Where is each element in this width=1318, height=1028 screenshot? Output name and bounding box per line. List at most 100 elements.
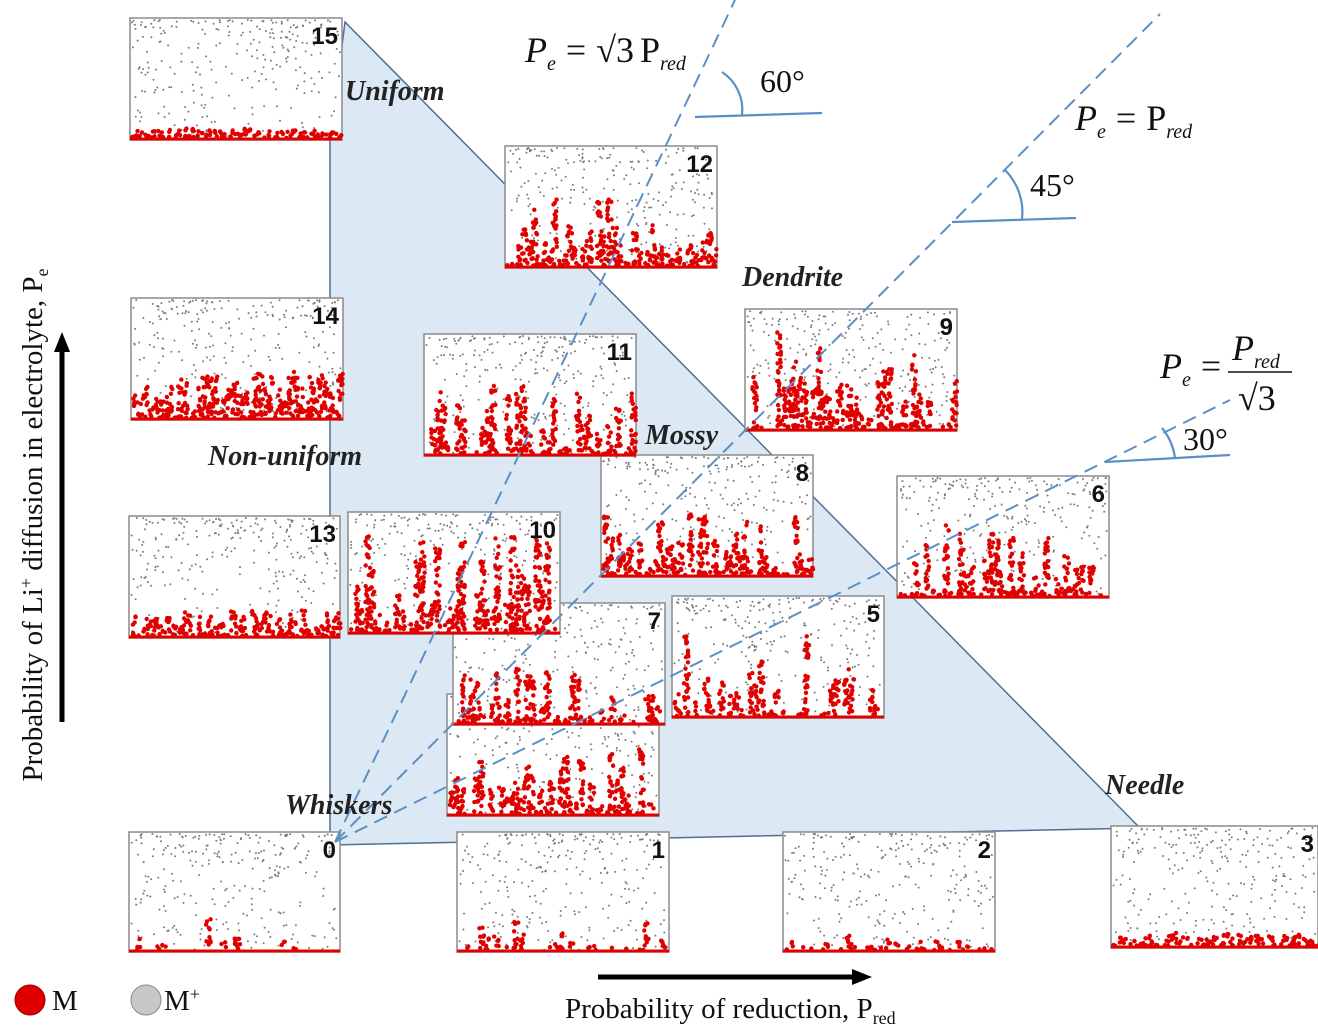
- ion-dot: [859, 376, 861, 378]
- metal-dot: [993, 583, 997, 587]
- ion-dot: [968, 498, 970, 500]
- ion-dot: [883, 940, 885, 942]
- ion-dot: [964, 837, 966, 839]
- ion-dot: [794, 317, 796, 319]
- ion-dot: [1198, 872, 1200, 874]
- ion-dot: [924, 343, 926, 345]
- ion-dot: [1193, 931, 1195, 933]
- ion-dot: [584, 852, 586, 854]
- ion-dot: [652, 467, 654, 469]
- ion-dot: [327, 946, 329, 948]
- ion-dot: [1106, 530, 1108, 532]
- ion-dot: [675, 520, 677, 522]
- metal-dot: [761, 704, 765, 708]
- ion-dot: [660, 866, 662, 868]
- ion-dot: [750, 344, 752, 346]
- metal-dot: [532, 707, 536, 711]
- ion-dot: [859, 328, 861, 330]
- metal-dot: [548, 689, 552, 693]
- ion-dot: [652, 648, 654, 650]
- ion-dot: [711, 489, 713, 491]
- ion-dot: [975, 871, 977, 873]
- ion-dot: [547, 930, 549, 932]
- ion-dot: [742, 519, 744, 521]
- ion-dot: [608, 504, 610, 506]
- metal-dot: [882, 404, 886, 408]
- metal-dot: [703, 533, 707, 537]
- ion-dot: [612, 833, 614, 835]
- ion-dot: [601, 605, 603, 607]
- ion-dot: [677, 622, 679, 624]
- ion-dot: [708, 610, 710, 612]
- ion-dot: [548, 799, 550, 801]
- ion-dot: [1186, 912, 1188, 914]
- metal-dot: [478, 706, 482, 710]
- ion-dot: [137, 930, 139, 932]
- ion-dot: [856, 654, 858, 656]
- ion-dot: [854, 603, 856, 605]
- ion-dot: [899, 863, 901, 865]
- metal-dot: [528, 702, 532, 706]
- ion-dot: [1298, 906, 1300, 908]
- ion-dot: [749, 476, 751, 478]
- metal-dot: [616, 568, 620, 572]
- ion-dot: [755, 646, 757, 648]
- ion-dot: [565, 855, 567, 857]
- ion-dot: [1229, 898, 1231, 900]
- metal-dot: [1267, 934, 1271, 938]
- panel: 9: [745, 309, 959, 431]
- ion-dot: [1249, 931, 1251, 933]
- ion-dot: [633, 655, 635, 657]
- ion-dot: [1155, 922, 1157, 924]
- ion-dot: [614, 733, 616, 735]
- ion-dot: [666, 461, 668, 463]
- metal-dot: [1044, 563, 1048, 567]
- ion-dot: [975, 561, 977, 563]
- ion-dot: [954, 888, 956, 890]
- ion-dot: [1243, 883, 1245, 885]
- ion-dot: [959, 850, 961, 852]
- ion-dot: [685, 599, 687, 601]
- ion-dot: [1186, 859, 1188, 861]
- ion-dot: [726, 469, 728, 471]
- ion-dot: [939, 423, 941, 425]
- metal-dot: [774, 700, 778, 704]
- ion-dot: [720, 610, 722, 612]
- metal-dot: [497, 706, 501, 710]
- ion-dot: [827, 370, 829, 372]
- metal-dot: [702, 529, 706, 533]
- ion-dot: [1027, 477, 1029, 479]
- ion-dot: [669, 570, 671, 572]
- ion-dot: [565, 906, 567, 908]
- metal-dot: [647, 694, 651, 698]
- metal-dot: [989, 575, 993, 579]
- ion-dot: [934, 850, 936, 852]
- ion-dot: [554, 656, 556, 658]
- ion-dot: [1193, 828, 1195, 830]
- ion-dot: [884, 854, 886, 856]
- ion-dot: [624, 869, 626, 871]
- ion-dot: [499, 746, 501, 748]
- ion-dot: [1274, 853, 1276, 855]
- ion-dot: [1086, 527, 1088, 529]
- metal-dot: [776, 414, 780, 418]
- ion-dot: [1194, 887, 1196, 889]
- metal-dot: [688, 563, 692, 567]
- metal-dot: [782, 393, 786, 397]
- ion-dot: [875, 346, 877, 348]
- ion-dot: [823, 661, 825, 663]
- ion-dot: [571, 851, 573, 853]
- ion-dot: [180, 846, 182, 848]
- metal-dot: [949, 591, 953, 595]
- panel-number: 7: [648, 608, 661, 635]
- ion-dot: [479, 868, 481, 870]
- ion-dot: [846, 658, 848, 660]
- ion-dot: [958, 842, 960, 844]
- ion-dot: [930, 875, 932, 877]
- ion-dot: [750, 325, 752, 327]
- ion-dot: [966, 557, 968, 559]
- ion-dot: [881, 857, 883, 859]
- metal-dot: [950, 407, 954, 411]
- ion-dot: [807, 528, 809, 530]
- metal-dot: [488, 803, 492, 807]
